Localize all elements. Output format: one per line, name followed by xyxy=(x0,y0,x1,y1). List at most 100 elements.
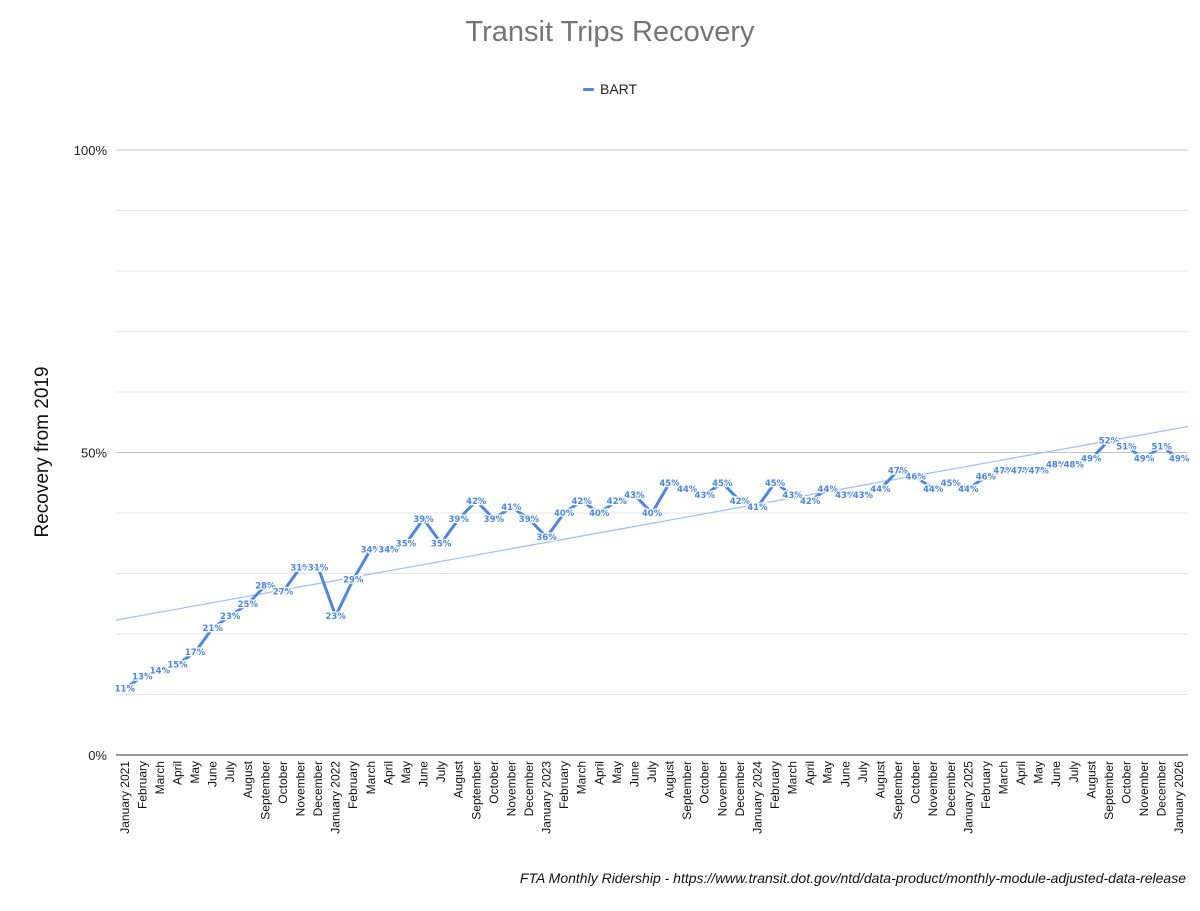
data-label: 42% xyxy=(572,497,593,507)
x-tick-label: July xyxy=(645,761,659,782)
data-label: 41% xyxy=(747,503,768,513)
data-label: 17% xyxy=(185,648,206,658)
x-tick-label: November xyxy=(294,761,308,816)
data-label: 43% xyxy=(695,491,716,501)
x-tick-label: December xyxy=(944,761,958,816)
data-label: 48% xyxy=(1064,461,1085,471)
data-label: 42% xyxy=(800,497,821,507)
data-label: 44% xyxy=(818,485,839,495)
data-label: 45% xyxy=(712,479,733,489)
data-label: 47% xyxy=(1028,467,1049,477)
x-tick-label: December xyxy=(733,761,747,816)
x-tick-label: June xyxy=(627,761,641,787)
data-label: 39% xyxy=(484,515,505,525)
data-label: 42% xyxy=(607,497,628,507)
x-tick-label: September xyxy=(258,761,272,820)
y-tick-label: 0% xyxy=(88,748,107,763)
data-label: 43% xyxy=(624,491,645,501)
data-label: 40% xyxy=(589,509,610,519)
x-tick-label: September xyxy=(469,761,483,820)
x-tick-label: August xyxy=(452,760,466,798)
data-label: 11% xyxy=(115,684,136,694)
data-label: 39% xyxy=(413,515,434,525)
data-label: 51% xyxy=(1116,442,1137,452)
y-axis-ticks: 0% 50% 100% xyxy=(74,143,108,763)
x-tick-label: March xyxy=(786,761,800,794)
legend-swatch-bart xyxy=(583,87,594,91)
data-label: 44% xyxy=(923,485,944,495)
x-tick-label: January 2023 xyxy=(540,761,554,834)
data-label: 35% xyxy=(431,539,452,549)
data-label: 45% xyxy=(659,479,680,489)
data-label: 31% xyxy=(290,563,311,573)
x-tick-label: September xyxy=(1102,761,1116,820)
x-tick-label: January 2024 xyxy=(750,761,764,834)
data-label: 49% xyxy=(1134,455,1155,465)
x-tick-label: January 2026 xyxy=(1172,761,1186,834)
data-label: 51% xyxy=(1151,442,1172,452)
x-tick-label: April xyxy=(592,761,606,785)
x-tick-label: May xyxy=(610,761,624,784)
data-label: 48% xyxy=(1046,461,1067,471)
x-tick-label: November xyxy=(1137,761,1151,816)
data-label: 27% xyxy=(273,588,294,598)
x-tick-label: October xyxy=(909,761,923,804)
data-label: 34% xyxy=(361,545,382,555)
x-tick-label: June xyxy=(1049,761,1063,787)
data-label: 42% xyxy=(730,497,751,507)
data-label: 15% xyxy=(167,660,188,670)
data-label: 25% xyxy=(238,600,259,610)
x-tick-label: March xyxy=(996,761,1010,794)
chart-title: Transit Trips Recovery xyxy=(465,16,755,48)
x-tick-label: December xyxy=(522,761,536,816)
data-label: 45% xyxy=(765,479,786,489)
x-tick-label: June xyxy=(206,761,220,787)
x-tick-label: June xyxy=(838,761,852,787)
data-label: 43% xyxy=(853,491,874,501)
data-label: 23% xyxy=(325,612,346,622)
data-label: 44% xyxy=(870,485,891,495)
data-label: 46% xyxy=(976,473,997,483)
x-tick-label: October xyxy=(1119,761,1133,804)
data-label: 39% xyxy=(519,515,540,525)
data-label: 28% xyxy=(255,582,276,592)
x-tick-label: May xyxy=(399,761,413,784)
data-label: 52% xyxy=(1099,436,1120,446)
x-tick-label: June xyxy=(417,761,431,787)
gridlines xyxy=(116,149,1188,695)
series-line-bart xyxy=(123,438,1181,690)
x-tick-label: July xyxy=(856,761,870,782)
data-label: 47% xyxy=(993,467,1014,477)
x-tick-label: November xyxy=(504,761,518,816)
data-label: 44% xyxy=(677,485,698,495)
x-tick-label: January 2022 xyxy=(329,761,343,834)
x-tick-label: February xyxy=(768,761,782,809)
y-tick-label: 100% xyxy=(74,143,108,158)
x-axis-ticks: January 2021 February March April May June Jul… xyxy=(118,760,1186,833)
x-tick-label: February xyxy=(135,761,149,809)
data-label: 14% xyxy=(150,666,171,676)
source-note: FTA Monthly Ridership - https://www.tran… xyxy=(519,870,1186,886)
data-label: 42% xyxy=(466,497,487,507)
x-tick-label: August xyxy=(663,760,677,798)
legend-label-bart: BART xyxy=(600,81,638,97)
x-tick-label: January 2021 xyxy=(118,761,132,834)
x-tick-label: January 2025 xyxy=(961,761,975,834)
data-label: 49% xyxy=(1081,455,1102,465)
data-label: 41% xyxy=(501,503,522,513)
data-label: 13% xyxy=(132,672,153,682)
legend[interactable]: BART xyxy=(583,80,637,98)
data-label: 43% xyxy=(835,491,856,501)
data-label: 45% xyxy=(941,479,962,489)
data-label: 47% xyxy=(1011,467,1032,477)
trendline xyxy=(115,425,1189,621)
data-label: 40% xyxy=(642,509,663,519)
data-label: 36% xyxy=(536,533,557,543)
x-tick-label: October xyxy=(487,761,501,804)
data-label: 43% xyxy=(782,491,803,501)
x-tick-label: July xyxy=(434,761,448,782)
x-tick-label: April xyxy=(381,761,395,785)
data-label: 46% xyxy=(905,473,926,483)
data-label: 47% xyxy=(888,467,909,477)
data-label: 34% xyxy=(378,545,399,555)
